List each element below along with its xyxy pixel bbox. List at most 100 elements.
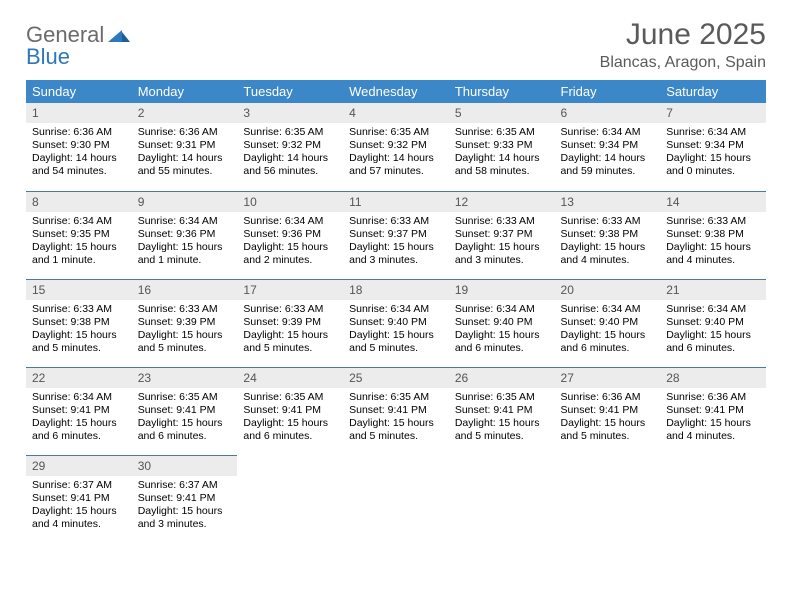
daylight-text-1: Daylight: 15 hours (32, 417, 126, 430)
day-detail: Sunrise: 6:35 AMSunset: 9:41 PMDaylight:… (449, 388, 555, 447)
calendar-day-cell: 4Sunrise: 6:35 AMSunset: 9:32 PMDaylight… (343, 103, 449, 191)
day-detail: Sunrise: 6:36 AMSunset: 9:30 PMDaylight:… (26, 123, 132, 182)
calendar-day-cell: 3Sunrise: 6:35 AMSunset: 9:32 PMDaylight… (237, 103, 343, 191)
day-number: 30 (132, 455, 238, 476)
daylight-text-2: and 5 minutes. (32, 342, 126, 355)
calendar-day-cell: 22Sunrise: 6:34 AMSunset: 9:41 PMDayligh… (26, 367, 132, 455)
daylight-text-1: Daylight: 15 hours (32, 241, 126, 254)
daylight-text-1: Daylight: 15 hours (666, 152, 760, 165)
daylight-text-2: and 5 minutes. (138, 342, 232, 355)
daylight-text-2: and 58 minutes. (455, 165, 549, 178)
sunset-text: Sunset: 9:35 PM (32, 228, 126, 241)
sunset-text: Sunset: 9:41 PM (349, 404, 443, 417)
sunrise-text: Sunrise: 6:34 AM (349, 303, 443, 316)
day-detail: Sunrise: 6:33 AMSunset: 9:39 PMDaylight:… (237, 300, 343, 359)
sunset-text: Sunset: 9:41 PM (561, 404, 655, 417)
sunrise-text: Sunrise: 6:36 AM (32, 126, 126, 139)
day-detail: Sunrise: 6:34 AMSunset: 9:34 PMDaylight:… (555, 123, 661, 182)
weekday-header: Sunday (26, 80, 132, 103)
calendar-empty-cell (660, 455, 766, 543)
calendar-day-cell: 17Sunrise: 6:33 AMSunset: 9:39 PMDayligh… (237, 279, 343, 367)
day-detail: Sunrise: 6:33 AMSunset: 9:38 PMDaylight:… (26, 300, 132, 359)
calendar-day-cell: 16Sunrise: 6:33 AMSunset: 9:39 PMDayligh… (132, 279, 238, 367)
logo-mark-icon (108, 22, 130, 47)
calendar-day-cell: 15Sunrise: 6:33 AMSunset: 9:38 PMDayligh… (26, 279, 132, 367)
sunrise-text: Sunrise: 6:34 AM (32, 391, 126, 404)
day-number: 4 (343, 103, 449, 123)
daylight-text-2: and 3 minutes. (349, 254, 443, 267)
sunrise-text: Sunrise: 6:34 AM (32, 215, 126, 228)
daylight-text-1: Daylight: 14 hours (455, 152, 549, 165)
daylight-text-1: Daylight: 14 hours (349, 152, 443, 165)
sunset-text: Sunset: 9:40 PM (666, 316, 760, 329)
sunrise-text: Sunrise: 6:37 AM (32, 479, 126, 492)
day-detail: Sunrise: 6:34 AMSunset: 9:35 PMDaylight:… (26, 212, 132, 271)
sunrise-text: Sunrise: 6:34 AM (561, 126, 655, 139)
day-detail: Sunrise: 6:33 AMSunset: 9:37 PMDaylight:… (343, 212, 449, 271)
day-number: 29 (26, 455, 132, 476)
daylight-text-1: Daylight: 15 hours (455, 241, 549, 254)
sunrise-text: Sunrise: 6:33 AM (138, 303, 232, 316)
weekday-header: Wednesday (343, 80, 449, 103)
sunrise-text: Sunrise: 6:35 AM (138, 391, 232, 404)
day-number: 17 (237, 279, 343, 300)
day-detail: Sunrise: 6:34 AMSunset: 9:40 PMDaylight:… (555, 300, 661, 359)
day-detail: Sunrise: 6:34 AMSunset: 9:34 PMDaylight:… (660, 123, 766, 182)
calendar-empty-cell (449, 455, 555, 543)
sunset-text: Sunset: 9:41 PM (138, 492, 232, 505)
calendar-table: Sunday Monday Tuesday Wednesday Thursday… (26, 80, 766, 543)
day-detail: Sunrise: 6:34 AMSunset: 9:36 PMDaylight:… (237, 212, 343, 271)
daylight-text-2: and 54 minutes. (32, 165, 126, 178)
day-number: 15 (26, 279, 132, 300)
day-number: 28 (660, 367, 766, 388)
sunset-text: Sunset: 9:39 PM (138, 316, 232, 329)
calendar-day-cell: 27Sunrise: 6:36 AMSunset: 9:41 PMDayligh… (555, 367, 661, 455)
day-detail: Sunrise: 6:34 AMSunset: 9:41 PMDaylight:… (26, 388, 132, 447)
daylight-text-1: Daylight: 15 hours (138, 505, 232, 518)
calendar-empty-cell (343, 455, 449, 543)
calendar-day-cell: 8Sunrise: 6:34 AMSunset: 9:35 PMDaylight… (26, 191, 132, 279)
daylight-text-1: Daylight: 15 hours (349, 417, 443, 430)
sunrise-text: Sunrise: 6:36 AM (666, 391, 760, 404)
sunset-text: Sunset: 9:30 PM (32, 139, 126, 152)
daylight-text-1: Daylight: 15 hours (243, 241, 337, 254)
sunset-text: Sunset: 9:37 PM (349, 228, 443, 241)
calendar-week-row: 29Sunrise: 6:37 AMSunset: 9:41 PMDayligh… (26, 455, 766, 543)
header: General Blue June 2025 Blancas, Aragon, … (26, 18, 766, 72)
daylight-text-2: and 6 minutes. (32, 430, 126, 443)
daylight-text-2: and 0 minutes. (666, 165, 760, 178)
day-number: 2 (132, 103, 238, 123)
day-detail: Sunrise: 6:36 AMSunset: 9:31 PMDaylight:… (132, 123, 238, 182)
day-number: 23 (132, 367, 238, 388)
sunset-text: Sunset: 9:41 PM (666, 404, 760, 417)
logo: General Blue (26, 24, 130, 68)
calendar-day-cell: 19Sunrise: 6:34 AMSunset: 9:40 PMDayligh… (449, 279, 555, 367)
daylight-text-2: and 5 minutes. (349, 430, 443, 443)
calendar-day-cell: 12Sunrise: 6:33 AMSunset: 9:37 PMDayligh… (449, 191, 555, 279)
sunrise-text: Sunrise: 6:37 AM (138, 479, 232, 492)
day-number: 25 (343, 367, 449, 388)
daylight-text-1: Daylight: 14 hours (243, 152, 337, 165)
sunrise-text: Sunrise: 6:36 AM (561, 391, 655, 404)
daylight-text-2: and 4 minutes. (666, 430, 760, 443)
day-number: 16 (132, 279, 238, 300)
day-number: 3 (237, 103, 343, 123)
calendar-day-cell: 11Sunrise: 6:33 AMSunset: 9:37 PMDayligh… (343, 191, 449, 279)
day-number: 19 (449, 279, 555, 300)
calendar-day-cell: 7Sunrise: 6:34 AMSunset: 9:34 PMDaylight… (660, 103, 766, 191)
sunset-text: Sunset: 9:40 PM (455, 316, 549, 329)
sunset-text: Sunset: 9:40 PM (561, 316, 655, 329)
day-detail: Sunrise: 6:35 AMSunset: 9:33 PMDaylight:… (449, 123, 555, 182)
sunset-text: Sunset: 9:37 PM (455, 228, 549, 241)
day-number: 6 (555, 103, 661, 123)
calendar-day-cell: 25Sunrise: 6:35 AMSunset: 9:41 PMDayligh… (343, 367, 449, 455)
daylight-text-1: Daylight: 15 hours (666, 241, 760, 254)
day-number: 12 (449, 191, 555, 212)
daylight-text-2: and 1 minute. (32, 254, 126, 267)
daylight-text-1: Daylight: 15 hours (666, 417, 760, 430)
weekday-header: Tuesday (237, 80, 343, 103)
day-detail: Sunrise: 6:37 AMSunset: 9:41 PMDaylight:… (132, 476, 238, 535)
day-number: 11 (343, 191, 449, 212)
calendar-day-cell: 18Sunrise: 6:34 AMSunset: 9:40 PMDayligh… (343, 279, 449, 367)
calendar-day-cell: 30Sunrise: 6:37 AMSunset: 9:41 PMDayligh… (132, 455, 238, 543)
